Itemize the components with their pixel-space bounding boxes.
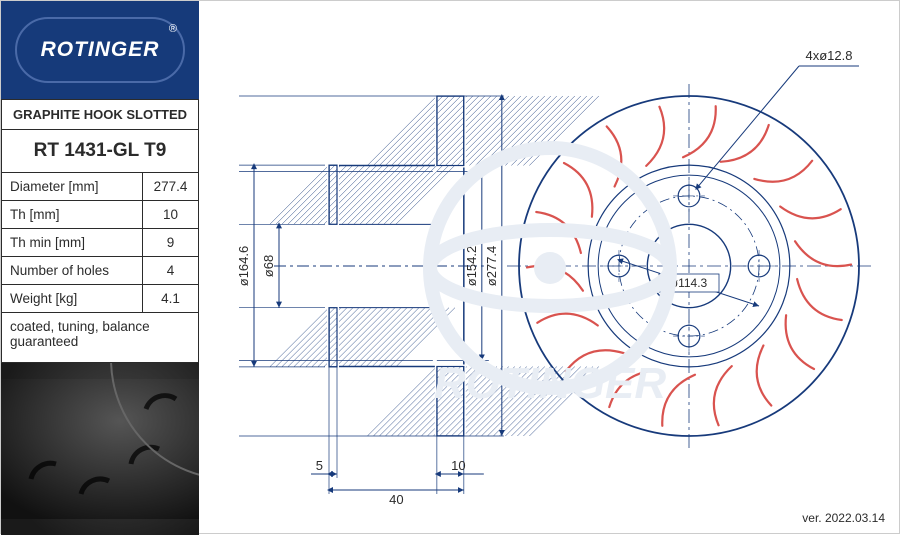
drawing-svg: ø164.6 ø68 ø154.2 ø277.4 10 5 40 4xø12.8 ø114.3 (199, 1, 900, 535)
svg-text:40: 40 (389, 492, 403, 507)
spec-label: Weight [kg] (2, 285, 143, 313)
svg-text:ø154.2: ø154.2 (464, 246, 479, 286)
brand-logo: ROTINGER ® (1, 1, 199, 99)
table-row: Diameter [mm]277.4 (2, 173, 199, 201)
spec-table: GRAPHITE HOOK SLOTTED RT 1431-GL T9 Diam… (1, 99, 199, 313)
spec-value: 9 (143, 229, 199, 257)
registered-icon: ® (169, 23, 177, 35)
svg-text:ø114.3: ø114.3 (671, 276, 708, 290)
version-label: ver. 2022.03.14 (802, 511, 885, 525)
svg-text:10: 10 (451, 458, 465, 473)
svg-text:5: 5 (316, 458, 323, 473)
spec-label: Diameter [mm] (2, 173, 143, 201)
svg-text:ø164.6: ø164.6 (236, 246, 251, 286)
svg-text:ø68: ø68 (261, 255, 276, 277)
product-photo (1, 363, 199, 535)
technical-drawing: ROTINGER ø164.6ø68ø154.2ø277.4105404xø12… (199, 1, 900, 535)
product-type: GRAPHITE HOOK SLOTTED (2, 100, 199, 130)
table-row: Weight [kg]4.1 (2, 285, 199, 313)
sidebar: ROTINGER ® GRAPHITE HOOK SLOTTED RT 1431… (1, 1, 199, 535)
spec-label: Th min [mm] (2, 229, 143, 257)
model-number: RT 1431-GL T9 (2, 130, 199, 173)
spec-note: coated, tuning, balance guaranteed (1, 313, 199, 363)
spec-label: Th [mm] (2, 201, 143, 229)
svg-text:ø277.4: ø277.4 (484, 246, 499, 286)
table-row: Th min [mm]9 (2, 229, 199, 257)
spec-value: 4 (143, 257, 199, 285)
brand-text: ROTINGER (41, 38, 160, 62)
table-row: Number of holes4 (2, 257, 199, 285)
spec-value: 10 (143, 201, 199, 229)
svg-text:4xø12.8: 4xø12.8 (806, 48, 853, 63)
spec-value: 4.1 (143, 285, 199, 313)
spec-label: Number of holes (2, 257, 143, 285)
table-row: Th [mm]10 (2, 201, 199, 229)
spec-value: 277.4 (143, 173, 199, 201)
